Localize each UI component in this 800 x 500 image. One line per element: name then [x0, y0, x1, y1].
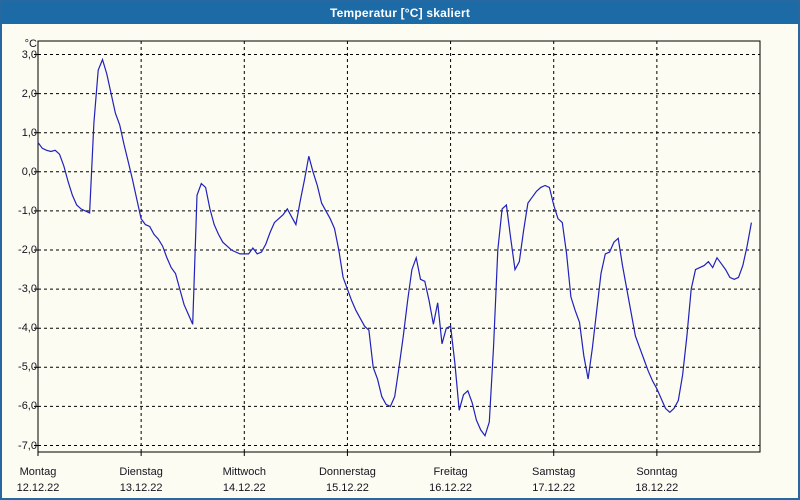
temperature-series-line — [37, 57, 752, 438]
x-day-date-label: 12.12.22 — [16, 482, 60, 494]
y-tick-label: -2,0 — [18, 244, 37, 256]
x-day-date-label: 14.12.22 — [222, 482, 266, 494]
x-day-date-label: 16.12.22 — [429, 482, 472, 494]
y-tick-label: -1,0 — [18, 204, 37, 217]
x-day-name-label: Samstag — [531, 466, 576, 478]
y-tick-label: 2,0 — [21, 87, 37, 100]
y-axis-unit-label: °C — [24, 38, 37, 50]
x-day-name-label: Mittwoch — [222, 466, 266, 478]
x-day-name-label: Sonntag — [636, 466, 678, 478]
x-day-name-label: Dienstag — [119, 466, 163, 478]
y-tick-label: 3,0 — [21, 48, 37, 61]
x-day-date-label: 18.12.22 — [635, 482, 679, 494]
x-day-date-label: 15.12.22 — [326, 482, 369, 494]
x-day-name-label: Montag — [19, 466, 57, 478]
x-day-name-label: Freitag — [433, 466, 468, 478]
window-titlebar: Temperatur [°C] skaliert — [2, 2, 798, 24]
y-tick-label: 0,0 — [21, 165, 37, 178]
x-day-date-label: 17.12.22 — [532, 482, 576, 494]
x-day-date-label: 13.12.22 — [119, 482, 163, 494]
y-tick-label: -4,0 — [18, 322, 37, 335]
y-tick-label: -3,0 — [18, 283, 37, 296]
y-tick-label: -7,0 — [18, 439, 37, 452]
y-tick-label: -6,0 — [18, 400, 37, 413]
window-title: Temperatur [°C] skaliert — [329, 6, 471, 20]
y-tick-label: 1,0 — [21, 126, 37, 139]
x-day-name-label: Donnerstag — [318, 466, 376, 478]
y-tick-label: -5,0 — [18, 361, 37, 374]
plot-border — [37, 40, 761, 453]
